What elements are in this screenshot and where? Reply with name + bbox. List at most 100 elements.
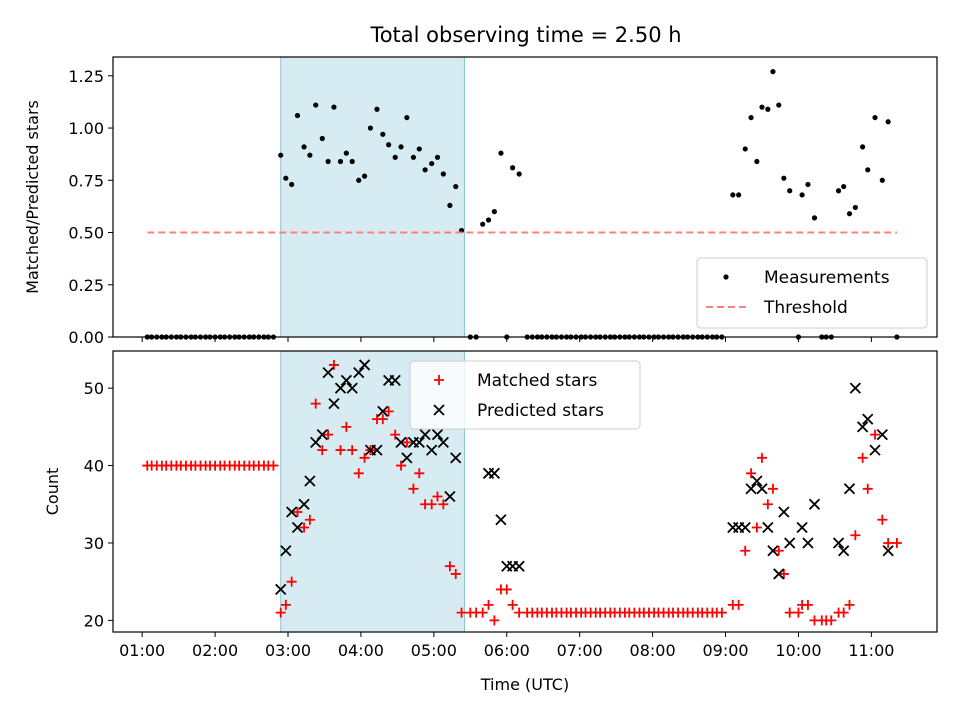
data-point <box>748 114 754 121</box>
data-point <box>501 584 512 595</box>
data-point <box>426 444 438 456</box>
data-point <box>353 468 364 479</box>
chart-title: Total observing time = 2.50 h <box>369 23 681 47</box>
data-point <box>347 445 358 456</box>
data-point <box>429 160 435 167</box>
data-point <box>491 209 497 215</box>
data-point <box>765 106 771 112</box>
data-point <box>882 545 894 557</box>
data-point <box>286 506 298 518</box>
data-point <box>456 607 467 618</box>
data-point <box>313 102 319 108</box>
data-point <box>419 428 431 441</box>
data-point <box>488 467 501 479</box>
data-point <box>870 429 881 440</box>
x-tick-label: 01:00 <box>119 641 165 660</box>
axes-frame <box>112 350 938 633</box>
data-point <box>307 152 313 158</box>
data-point <box>361 173 368 179</box>
data-point <box>489 615 500 626</box>
data-point <box>323 429 334 440</box>
data-point <box>742 146 748 152</box>
y-axis-label: Matched/Predicted stars <box>23 100 42 294</box>
data-point <box>773 545 784 556</box>
data-point <box>852 204 858 211</box>
data-point <box>316 428 328 441</box>
data-point <box>298 498 310 510</box>
x-tick-label: 02:00 <box>192 641 238 660</box>
data-point <box>413 436 425 448</box>
data-point <box>444 490 456 503</box>
data-point <box>404 114 410 121</box>
data-point <box>343 150 349 156</box>
data-point <box>733 599 744 610</box>
data-point <box>811 215 818 221</box>
top-panel: 0.00 0.25 0.50 0.75 1.00 1.25 Matched/Predicte… <box>23 56 938 347</box>
data-point <box>808 498 821 510</box>
data-point <box>778 506 790 518</box>
data-point <box>865 167 871 173</box>
data-point <box>762 499 773 510</box>
data-point <box>516 171 522 177</box>
data-point <box>776 102 782 108</box>
data-point <box>860 144 866 150</box>
data-point <box>510 165 516 171</box>
data-point <box>802 599 813 610</box>
data-point <box>410 154 417 160</box>
data-point <box>328 398 340 410</box>
data-point <box>331 104 337 110</box>
data-point <box>849 382 861 394</box>
data-point <box>746 468 757 479</box>
data-point <box>756 483 768 495</box>
data-point <box>730 192 736 198</box>
x-tick-label: 07:00 <box>557 641 603 660</box>
data-point <box>294 112 301 119</box>
data-point <box>304 475 316 487</box>
y-tick-label: 0.50 <box>68 224 104 243</box>
y-tick-label: 20 <box>84 611 104 630</box>
data-point <box>883 537 894 548</box>
data-point <box>340 374 352 387</box>
data-point <box>280 545 292 557</box>
data-point <box>390 429 401 440</box>
data-point <box>275 583 287 596</box>
data-point <box>444 561 455 572</box>
data-point <box>322 367 334 379</box>
data-point <box>838 607 849 618</box>
data-point <box>319 135 325 142</box>
data-point <box>773 568 785 580</box>
data-point <box>762 521 774 534</box>
data-point <box>862 413 874 425</box>
observing-window-span <box>280 56 465 338</box>
data-point <box>876 428 888 441</box>
y-tick-label: 0.00 <box>68 328 104 347</box>
data-point <box>447 202 453 208</box>
data-point <box>740 545 751 556</box>
data-point <box>787 188 793 194</box>
x-tick-label: 09:00 <box>702 641 748 660</box>
x-tick-label: 10:00 <box>775 641 821 660</box>
data-point <box>745 483 757 495</box>
data-point <box>437 436 449 448</box>
data-point <box>377 405 389 418</box>
y-tick-label: 40 <box>84 457 104 476</box>
data-point <box>736 192 742 198</box>
data-point <box>299 522 310 533</box>
data-point <box>872 114 878 121</box>
data-point <box>334 382 347 394</box>
data-point <box>275 607 286 618</box>
legend: Matched stars Predicted stars <box>409 360 641 430</box>
data-point <box>289 181 295 188</box>
data-point <box>286 576 297 587</box>
data-point <box>416 146 422 152</box>
data-point <box>832 537 845 549</box>
x-tick-label: 05:00 <box>411 641 457 660</box>
data-point <box>485 217 492 223</box>
data-point <box>304 514 315 525</box>
data-point <box>341 421 352 432</box>
data-point <box>337 158 344 165</box>
data-point <box>885 119 891 125</box>
data-point <box>843 483 856 495</box>
